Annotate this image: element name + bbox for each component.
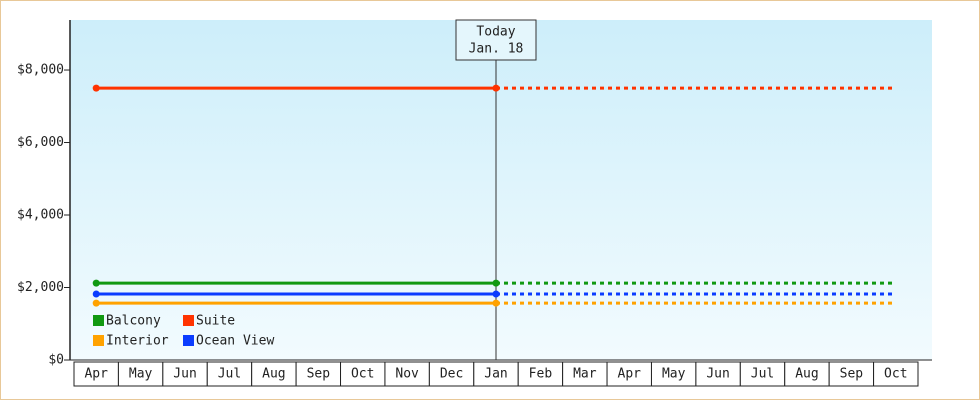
x-tick-box: [117, 361, 164, 387]
x-tick-box: [695, 361, 741, 387]
x-tick-label: Jun: [173, 367, 196, 382]
x-tick-label: May: [662, 367, 686, 382]
legend-swatch: [93, 315, 104, 326]
x-tick-box: [873, 361, 919, 387]
x-tick-label: Jun: [706, 367, 729, 382]
x-tick-box: [562, 361, 608, 387]
y-tick-label: $8,000: [17, 63, 64, 78]
x-tick-label: Dec: [440, 367, 463, 382]
point: [492, 299, 500, 307]
x-tick-label: Jan: [484, 367, 507, 382]
x-tick-box: [739, 361, 786, 387]
legend-label: Suite: [196, 314, 235, 329]
legend-label: Ocean View: [196, 334, 274, 349]
x-tick-label: Aug: [795, 367, 818, 382]
x-tick-label: Sep: [840, 367, 864, 382]
x-tick-box: [206, 361, 253, 387]
today-label: Today: [476, 25, 515, 40]
today-date: Jan. 18: [469, 42, 524, 57]
x-tick-box: [828, 361, 875, 387]
legend-label: Interior: [106, 334, 169, 349]
x-tick-label: Aug: [262, 367, 285, 382]
x-tick-label: Apr: [618, 367, 642, 382]
point: [92, 84, 100, 92]
today-box: [455, 19, 537, 61]
x-tick-label: Sep: [307, 367, 331, 382]
x-tick-label: May: [129, 367, 153, 382]
x-tick-label: Feb: [529, 367, 553, 382]
x-tick-box: [162, 361, 208, 387]
x-tick-label: Oct: [351, 367, 374, 382]
point: [92, 290, 100, 298]
legend-label: Balcony: [106, 314, 161, 329]
plot-area: [70, 20, 932, 360]
y-tick-label: $4,000: [17, 208, 64, 223]
point: [92, 299, 100, 307]
legend-swatch: [183, 315, 194, 326]
x-tick-label: Mar: [573, 367, 597, 382]
legend-swatch: [93, 335, 104, 346]
point: [492, 279, 500, 287]
x-tick-label: Jul: [751, 367, 774, 382]
x-tick-label: Oct: [884, 367, 907, 382]
legend-swatch: [183, 335, 194, 346]
point: [92, 279, 100, 287]
x-tick-box: [251, 361, 297, 387]
x-tick-label: Nov: [395, 367, 419, 382]
point: [492, 290, 500, 298]
x-tick-label: Jul: [218, 367, 241, 382]
y-tick-label: $2,000: [17, 280, 64, 295]
point: [492, 84, 500, 92]
x-tick-label: Apr: [84, 367, 108, 382]
x-tick-box: [73, 361, 119, 387]
y-tick-label: $0: [48, 353, 64, 368]
x-tick-box: [606, 361, 652, 387]
y-tick-label: $6,000: [17, 135, 64, 150]
x-tick-box: [473, 361, 519, 387]
x-tick-box: [384, 361, 430, 387]
